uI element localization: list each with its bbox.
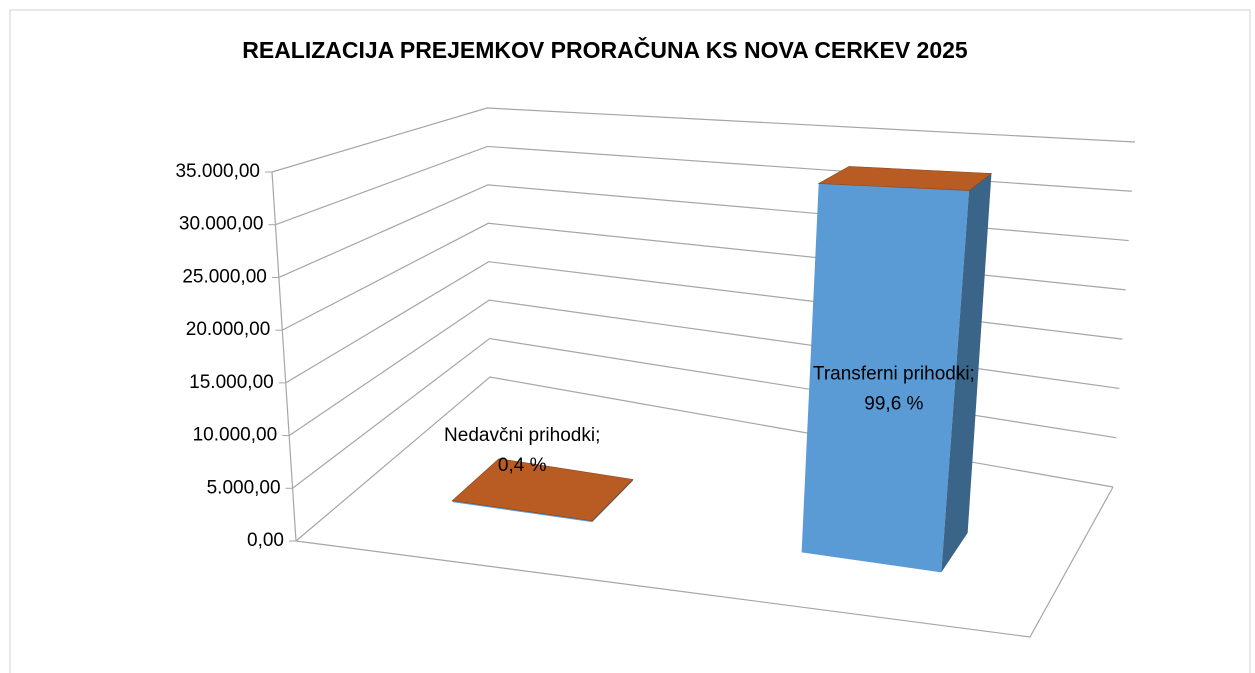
data-label: 0,4 % xyxy=(498,455,547,476)
data-label: Nedavčni prihodki; xyxy=(444,425,600,446)
y-tick-label: 35.000,00 xyxy=(175,161,260,182)
chart-title: REALIZACIJA PREJEMKOV PRORAČUNA KS NOVA … xyxy=(242,36,968,63)
data-label: Transferni prihodki; xyxy=(813,364,975,385)
bar xyxy=(451,458,634,523)
grid-line xyxy=(271,107,1136,173)
chart-frame xyxy=(9,9,1251,673)
y-tick-label: 20.000,00 xyxy=(186,319,271,340)
data-label: 99,6 % xyxy=(864,394,923,415)
y-tick-label: 0,00 xyxy=(247,530,284,551)
bar xyxy=(801,166,993,573)
bar-front xyxy=(452,500,593,523)
y-tick-label: 10.000,00 xyxy=(193,425,278,446)
y-axis xyxy=(271,171,297,542)
bar-side xyxy=(941,173,992,573)
bar-front xyxy=(801,183,970,573)
bar-top xyxy=(817,166,993,191)
y-tick-label: 15.000,00 xyxy=(189,372,274,393)
y-tick-label: 25.000,00 xyxy=(182,266,267,287)
y-tick-label: 30.000,00 xyxy=(179,214,264,235)
floor-edge xyxy=(295,486,1114,638)
y-tick-label: 5.000,00 xyxy=(207,477,281,498)
bar-top xyxy=(451,458,634,522)
